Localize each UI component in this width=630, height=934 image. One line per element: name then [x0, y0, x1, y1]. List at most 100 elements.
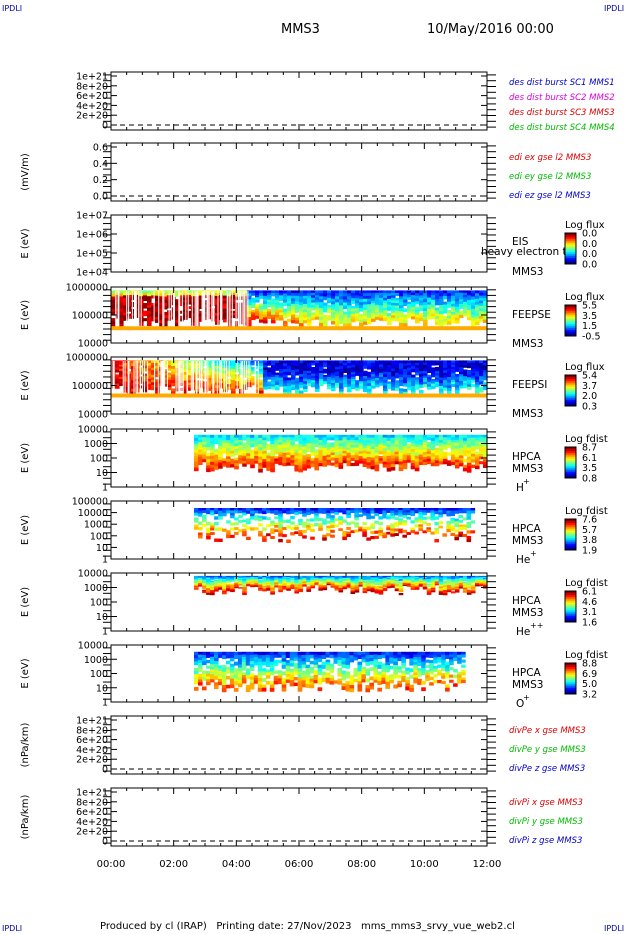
heatmap-cell — [218, 588, 223, 590]
heatmap-cell — [302, 579, 307, 581]
heatmap-cell — [390, 533, 395, 537]
heatmap-cell — [302, 455, 307, 459]
heatmap-cell — [151, 382, 156, 386]
heatmap-cell — [274, 578, 279, 581]
heatmap-cell — [254, 446, 259, 450]
heatmap-cell — [390, 434, 396, 439]
heatmap-cell — [267, 372, 272, 375]
heatmap-cell — [455, 365, 460, 370]
heatmap-cell — [383, 366, 388, 370]
heatmap-cell — [303, 309, 308, 313]
heatmap-cell — [214, 510, 219, 515]
heatmap-cell — [426, 523, 431, 526]
heatmap-cell — [290, 462, 295, 466]
heatmap-cell — [374, 577, 380, 580]
heatmap-cell — [415, 379, 420, 383]
heatmap-cell — [202, 444, 207, 448]
heatmap-cell — [347, 311, 352, 315]
heatmap-cell — [459, 301, 464, 305]
heatmap-cell — [275, 292, 280, 296]
heatmap-cell — [378, 578, 384, 581]
heatmap-cell — [439, 314, 444, 318]
heatmap-cell — [210, 588, 215, 591]
heatmap-cell — [375, 307, 380, 311]
heatmap-cell — [251, 382, 256, 386]
heatmap-cell — [259, 365, 264, 370]
heatmap-cell — [278, 508, 283, 512]
heatmap-cell — [399, 308, 404, 312]
heatmap-cell — [419, 390, 424, 394]
heatmap-cell — [355, 380, 360, 384]
heatmap-cell — [479, 386, 484, 390]
heatmap-cell — [375, 316, 380, 320]
heatmap-cell — [378, 437, 384, 441]
heatmap-cell — [411, 316, 416, 320]
heatmap-cell — [458, 526, 463, 530]
heatmap-cell — [151, 384, 156, 388]
heatmap-cell — [346, 584, 352, 587]
heatmap-cell — [306, 512, 311, 516]
heatmap-cell — [119, 299, 124, 304]
heatmap-cell — [414, 581, 420, 584]
heatmap-cell — [175, 380, 180, 384]
heatmap-cell — [415, 384, 420, 388]
heatmap-cell — [434, 578, 440, 581]
heatmap-cell — [263, 293, 268, 297]
heatmap-cell — [383, 312, 388, 316]
heatmap-cell — [270, 444, 275, 448]
heatmap-cell — [310, 457, 315, 462]
heatmap-cell — [374, 513, 379, 517]
heatmap-cell — [366, 588, 372, 590]
heatmap-cell — [223, 303, 228, 307]
heatmap-cell — [131, 290, 136, 294]
heatmap-cell — [271, 386, 276, 390]
heatmap-cell — [311, 300, 316, 304]
heatmap-cell — [406, 581, 412, 583]
heatmap-cell — [434, 460, 440, 464]
heatmap-cell — [322, 510, 327, 514]
heatmap-cell — [386, 465, 392, 469]
heatmap-cell — [218, 538, 223, 542]
heatmap-cell — [259, 314, 264, 318]
heatmap-cell — [406, 583, 412, 586]
heatmap-cell — [347, 381, 352, 385]
heatmap-cell — [263, 367, 268, 371]
heatmap-cell — [378, 591, 384, 594]
heatmap-cell — [270, 434, 275, 439]
heatmap-cell — [250, 455, 255, 460]
heatmap-cell — [442, 454, 448, 458]
heatmap-cell — [258, 530, 263, 534]
heatmap-cell — [439, 319, 444, 324]
heatmap-cell — [390, 437, 396, 442]
heatmap-cell — [358, 581, 364, 583]
heatmap-cell — [226, 508, 231, 512]
heatmap-cell — [346, 445, 352, 449]
heatmap-cell — [287, 298, 292, 302]
heatmap-cell — [351, 367, 356, 371]
heatmap-cell — [163, 360, 168, 364]
heatmap-cell — [251, 378, 256, 381]
heatmap-cell — [407, 308, 412, 312]
heatmap-cell — [454, 451, 460, 455]
heatmap-cell — [475, 293, 480, 297]
heatmap-cell — [466, 530, 472, 534]
heatmap-cell — [267, 313, 272, 317]
heatmap-cell — [479, 381, 484, 385]
heatmap-cell — [231, 363, 236, 367]
heatmap-cell — [399, 388, 404, 392]
heatmap-cell — [331, 387, 336, 391]
heatmap-cell — [354, 585, 360, 588]
heatmap-cell — [147, 384, 152, 388]
heatmap-cell — [283, 377, 288, 382]
heatmap-cell — [287, 303, 292, 307]
heatmap-cell — [294, 458, 299, 463]
heatmap-cell — [250, 580, 255, 582]
heatmap-cell — [310, 460, 315, 465]
heatmap-cell — [331, 385, 336, 389]
heatmap-cell — [242, 460, 247, 465]
heatmap-cell — [287, 313, 292, 317]
heatmap-cell — [398, 588, 404, 591]
heatmap-cell — [163, 324, 168, 328]
heatmap-cell — [278, 457, 283, 461]
heatmap-cell — [455, 382, 460, 386]
